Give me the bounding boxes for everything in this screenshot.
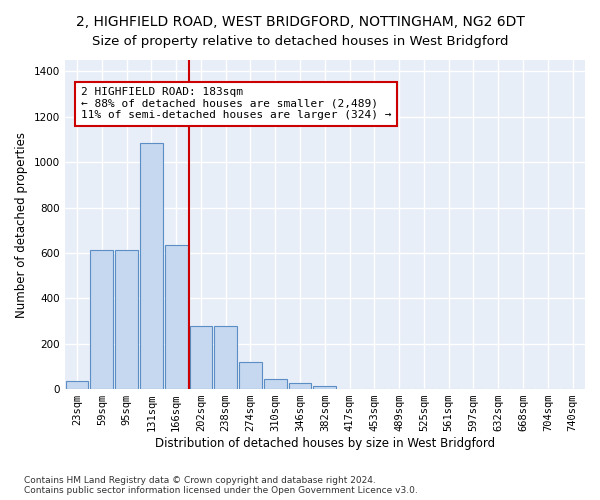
Bar — [264, 379, 287, 389]
Bar — [115, 250, 138, 389]
Text: 2, HIGHFIELD ROAD, WEST BRIDGFORD, NOTTINGHAM, NG2 6DT: 2, HIGHFIELD ROAD, WEST BRIDGFORD, NOTTI… — [76, 15, 524, 29]
Text: Contains HM Land Registry data © Crown copyright and database right 2024.
Contai: Contains HM Land Registry data © Crown c… — [24, 476, 418, 495]
Bar — [214, 326, 237, 389]
Bar — [313, 386, 336, 389]
Bar — [190, 326, 212, 389]
Y-axis label: Number of detached properties: Number of detached properties — [15, 132, 28, 318]
Text: 2 HIGHFIELD ROAD: 183sqm
← 88% of detached houses are smaller (2,489)
11% of sem: 2 HIGHFIELD ROAD: 183sqm ← 88% of detach… — [81, 87, 391, 120]
Bar — [165, 245, 188, 389]
Bar — [239, 362, 262, 389]
Bar — [289, 384, 311, 389]
Bar — [65, 381, 88, 389]
Bar — [91, 250, 113, 389]
Bar — [140, 143, 163, 389]
Text: Size of property relative to detached houses in West Bridgford: Size of property relative to detached ho… — [92, 35, 508, 48]
X-axis label: Distribution of detached houses by size in West Bridgford: Distribution of detached houses by size … — [155, 437, 495, 450]
